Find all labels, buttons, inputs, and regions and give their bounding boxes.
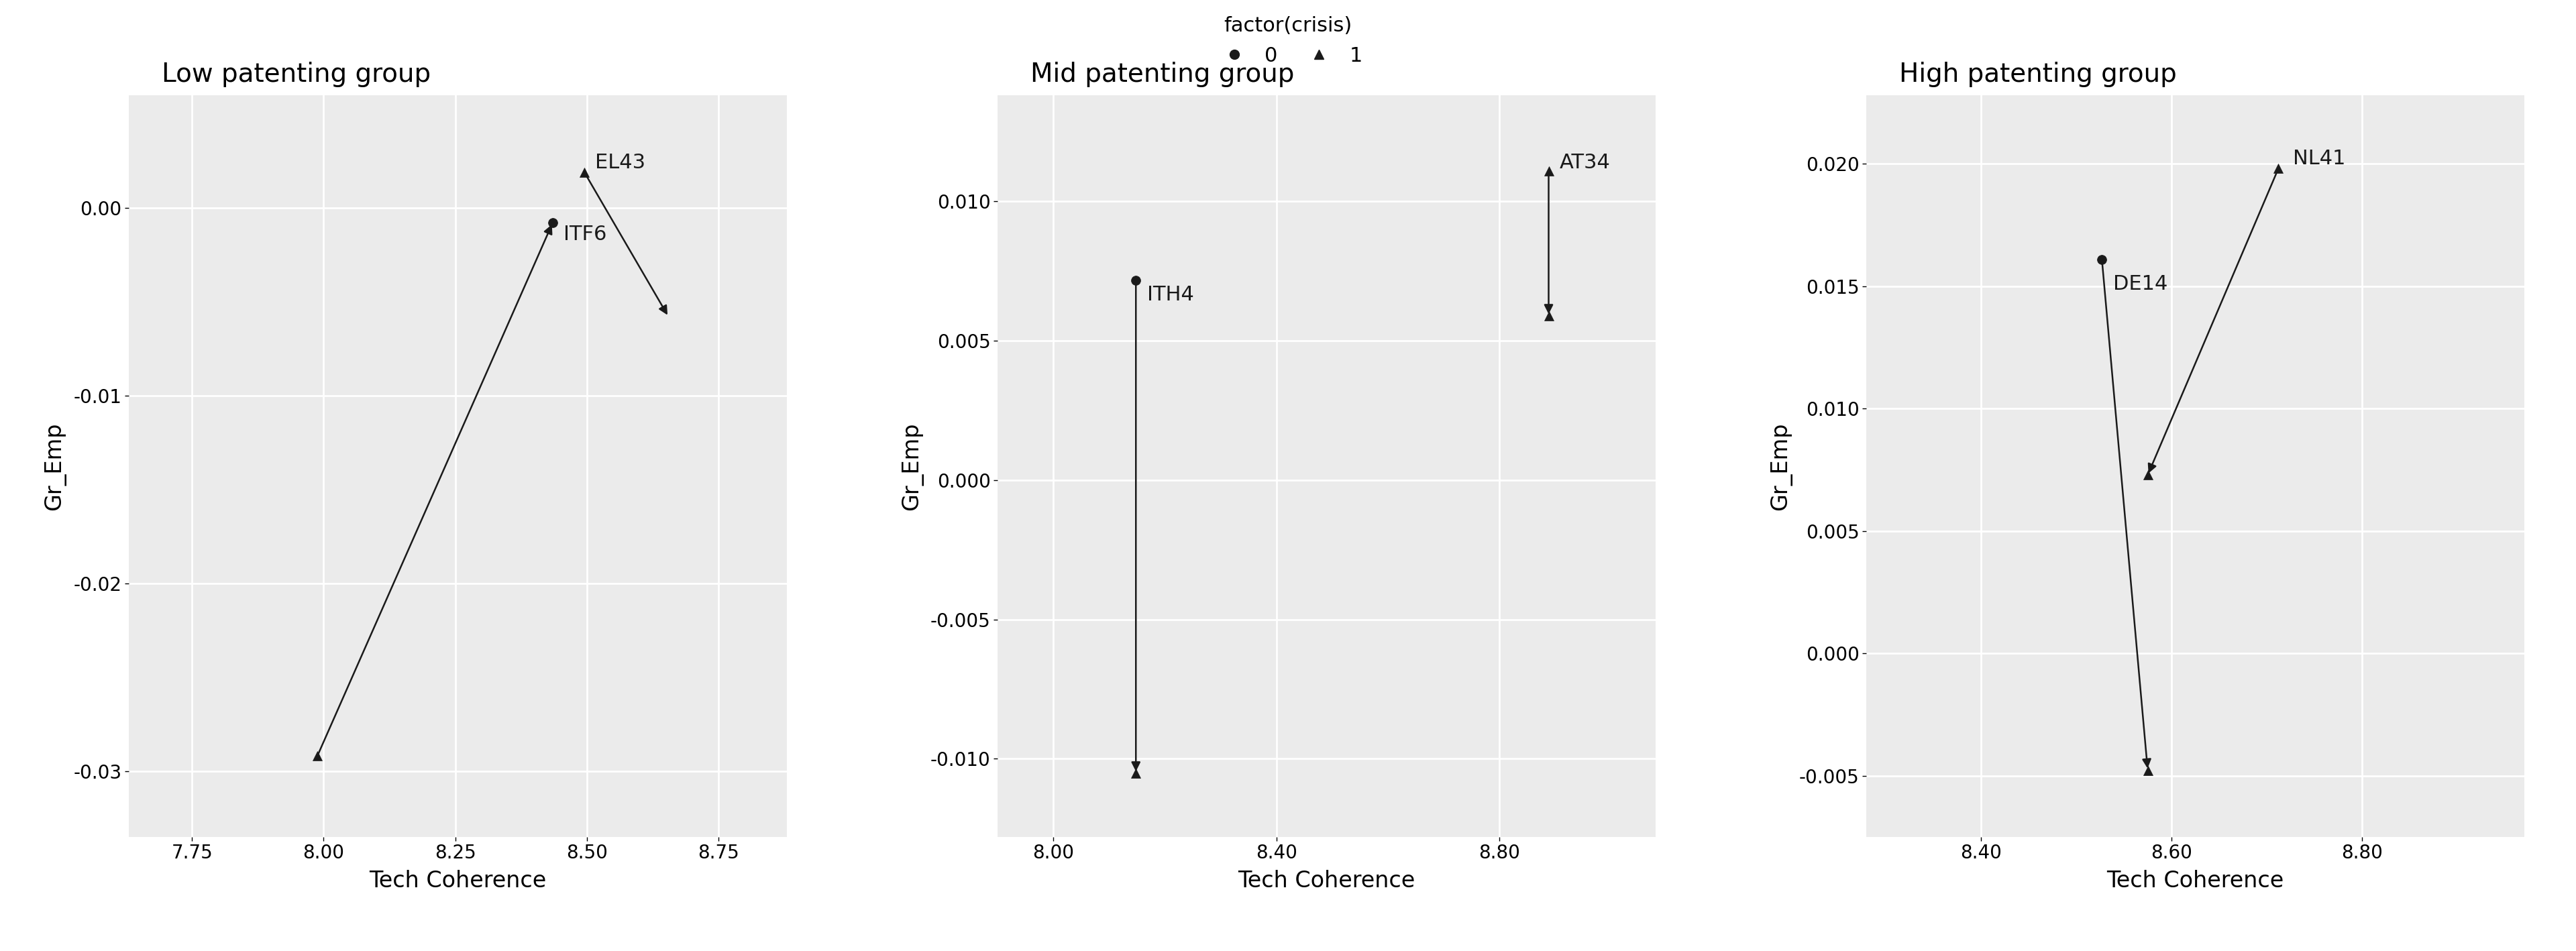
Text: Mid patenting group: Mid patenting group: [1030, 62, 1293, 87]
Legend: 0, 1: 0, 1: [1208, 10, 1368, 71]
Y-axis label: Gr_Emp: Gr_Emp: [1770, 422, 1793, 510]
Text: DE14: DE14: [2112, 275, 2169, 294]
Text: ITH4: ITH4: [1146, 284, 1193, 304]
X-axis label: Tech Coherence: Tech Coherence: [2107, 870, 2285, 892]
Y-axis label: Gr_Emp: Gr_Emp: [902, 422, 922, 510]
Text: EL43: EL43: [595, 153, 644, 172]
Text: High patenting group: High patenting group: [1899, 62, 2177, 87]
Text: AT34: AT34: [1561, 153, 1610, 172]
Text: NL41: NL41: [2293, 149, 2344, 168]
Text: ITF6: ITF6: [564, 224, 605, 243]
X-axis label: Tech Coherence: Tech Coherence: [368, 870, 546, 892]
X-axis label: Tech Coherence: Tech Coherence: [1239, 870, 1414, 892]
Y-axis label: Gr_Emp: Gr_Emp: [44, 422, 67, 510]
Text: Low patenting group: Low patenting group: [162, 62, 430, 87]
